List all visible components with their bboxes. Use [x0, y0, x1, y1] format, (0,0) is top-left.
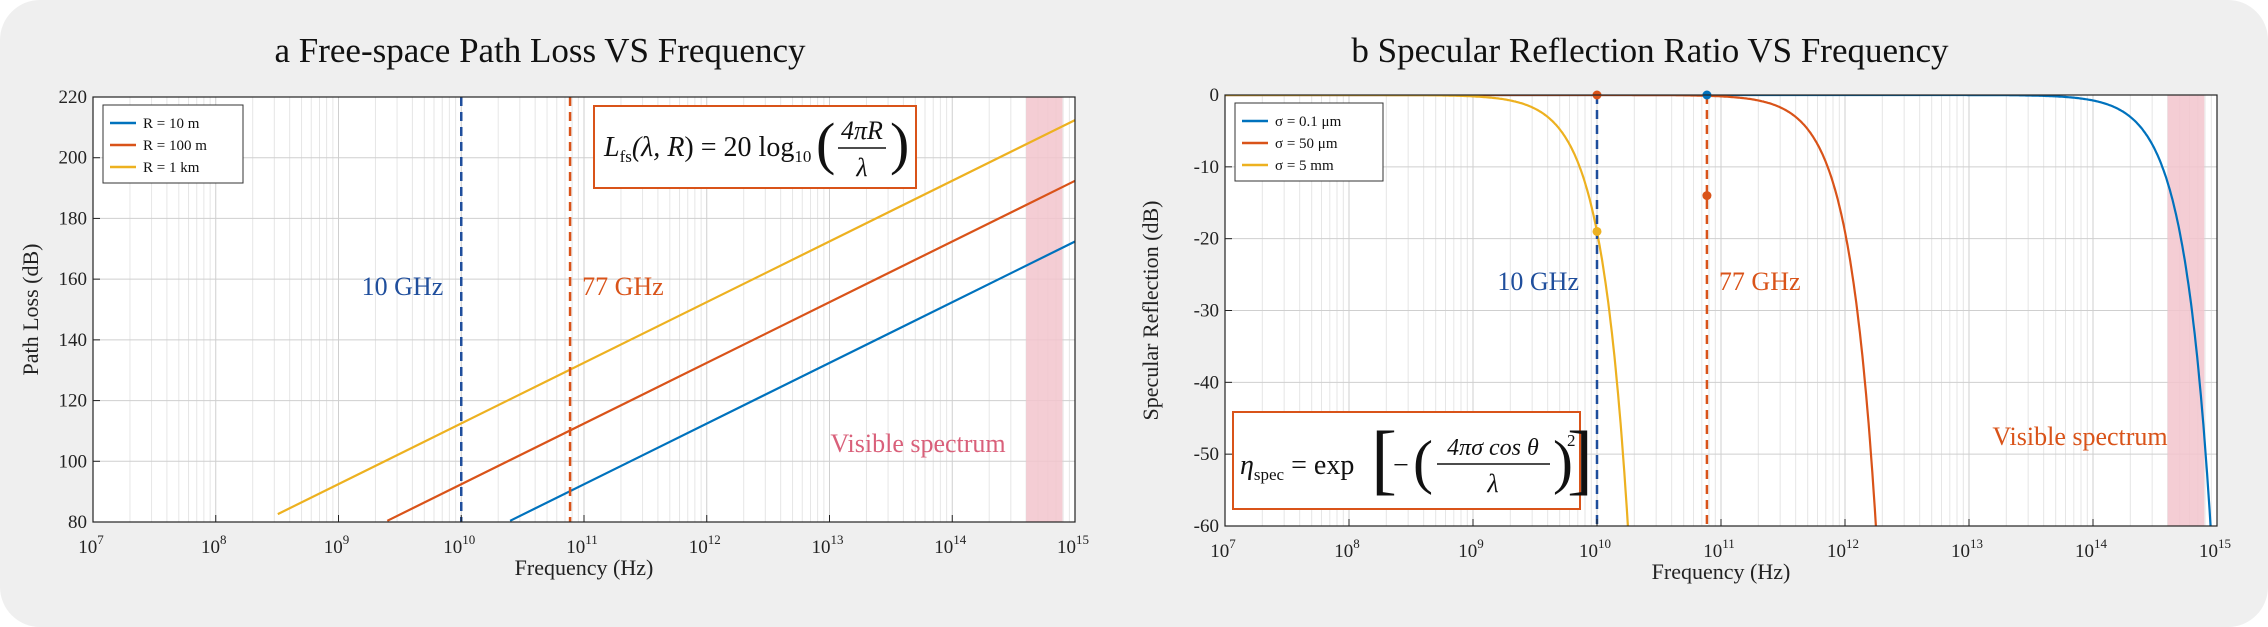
y-axis-label: Path Loss (dB) — [18, 244, 43, 376]
formula-exp: 2 — [1567, 431, 1576, 450]
legend-entry: σ = 0.1 μm — [1275, 114, 1342, 130]
formula-paren: ( — [816, 111, 835, 176]
x-tick-label: 107 — [78, 532, 104, 558]
y-tick-label: 120 — [59, 391, 88, 412]
legend-entry: R = 100 m — [143, 138, 207, 154]
visible-spectrum-label: Visible spectrum — [830, 429, 1005, 458]
data-marker — [1592, 226, 1602, 236]
y-tick-label: -20 — [1194, 229, 1219, 250]
formula-paren: ) — [890, 111, 909, 176]
x-tick-label: 109 — [1458, 536, 1484, 562]
x-tick-label: 108 — [201, 532, 227, 558]
series-line — [277, 119, 1075, 516]
x-tick-label: 1011 — [1703, 536, 1735, 562]
vline-label: 77 GHz — [1719, 267, 1801, 296]
x-tick-label: 107 — [1210, 536, 1236, 562]
legend-entry: R = 10 m — [143, 116, 200, 132]
y-tick-label: -10 — [1194, 157, 1219, 178]
formula-bracket: [ — [1371, 415, 1397, 502]
formula-bracket: ] — [1567, 415, 1593, 502]
y-tick-label: -50 — [1194, 444, 1219, 465]
formula-text: Lfs(λ, R) = 20 log10 — [603, 132, 811, 166]
x-tick-label: 109 — [324, 532, 350, 558]
series-line — [1225, 95, 1877, 526]
legend: R = 10 m R = 100 m R = 1 km — [102, 104, 244, 184]
vline-label: 10 GHz — [1497, 267, 1579, 296]
x-tick-label: 1013 — [812, 532, 844, 558]
data-marker — [1702, 191, 1712, 201]
x-axis-label: Frequency (Hz) — [1652, 559, 1791, 584]
x-tick-label: 108 — [1334, 536, 1360, 562]
formula-frame — [593, 105, 917, 189]
formula-num: 4πσ cos θ — [1447, 435, 1539, 461]
chart-title: a Free-space Path Loss VS Frequency — [274, 31, 806, 70]
series-group — [277, 119, 1075, 522]
vline-label: 77 GHz — [582, 272, 664, 301]
formula-den: λ — [1486, 469, 1498, 498]
legend-entry: σ = 50 μm — [1275, 136, 1338, 152]
legend-entry: R = 1 km — [143, 160, 200, 176]
x-tick-label: 1012 — [689, 532, 721, 558]
y-tick-label: -40 — [1194, 372, 1219, 393]
formula-frame — [1232, 411, 1581, 510]
y-tick-label: 160 — [59, 269, 88, 290]
y-tick-label: 100 — [59, 451, 88, 472]
y-tick-label: -30 — [1194, 301, 1219, 322]
x-tick-label: 1014 — [934, 532, 967, 558]
y-tick-label: 80 — [68, 512, 87, 533]
x-axis-label: Frequency (Hz) — [515, 555, 654, 580]
x-tick-label: 1012 — [1827, 536, 1859, 562]
x-tick-label: 1015 — [2199, 536, 2231, 562]
formula-paren: ( — [1413, 429, 1433, 495]
x-tick-label: 1014 — [2075, 536, 2108, 562]
y-tick-label: 200 — [59, 148, 88, 169]
y-tick-label: 180 — [59, 208, 88, 229]
formula-box-b: ηspec = exp [−(4πσ cos θ λ)2] — [1232, 411, 1593, 510]
visible-spectrum-band — [1026, 97, 1063, 522]
formula-box-a: Lfs(λ, R) = 20 log10(4πR λ) — [593, 105, 917, 189]
visible-spectrum-band — [2167, 95, 2205, 526]
panel-b: b Specular Reflection Ratio VS Frequency… — [1138, 31, 2231, 584]
x-tick-label: 1010 — [1579, 536, 1611, 562]
y-tick-label: 220 — [59, 87, 88, 108]
legend: σ = 0.1 μm σ = 50 μm σ = 5 mm — [1234, 102, 1384, 182]
y-tick-label: 140 — [59, 330, 88, 351]
chart-title: b Specular Reflection Ratio VS Frequency — [1351, 31, 1949, 70]
y-tick-label: 0 — [1210, 85, 1220, 106]
y-tick-label: -60 — [1194, 516, 1219, 537]
x-tick-label: 1011 — [566, 532, 598, 558]
x-tick-label: 1013 — [1951, 536, 1983, 562]
legend-entry: σ = 5 mm — [1275, 158, 1334, 174]
series-line — [386, 179, 1075, 522]
formula-num: 4πR — [841, 116, 883, 145]
panel-a: a Free-space Path Loss VS Frequency 10 GH… — [18, 31, 1089, 580]
x-tick-label: 1010 — [443, 532, 475, 558]
x-tick-label: 1015 — [1057, 532, 1089, 558]
formula-text: ηspec = exp — [1240, 450, 1354, 484]
series-line — [509, 240, 1075, 522]
formula-den: λ — [855, 153, 867, 182]
visible-spectrum-label: Visible spectrum — [1992, 422, 2167, 451]
vline-label: 10 GHz — [362, 272, 444, 301]
y-axis-label: Specular Reflection (dB) — [1138, 201, 1163, 421]
series-line — [1225, 95, 2212, 526]
formula-minus: − — [1393, 450, 1409, 481]
formula-paren: ) — [1553, 429, 1573, 495]
